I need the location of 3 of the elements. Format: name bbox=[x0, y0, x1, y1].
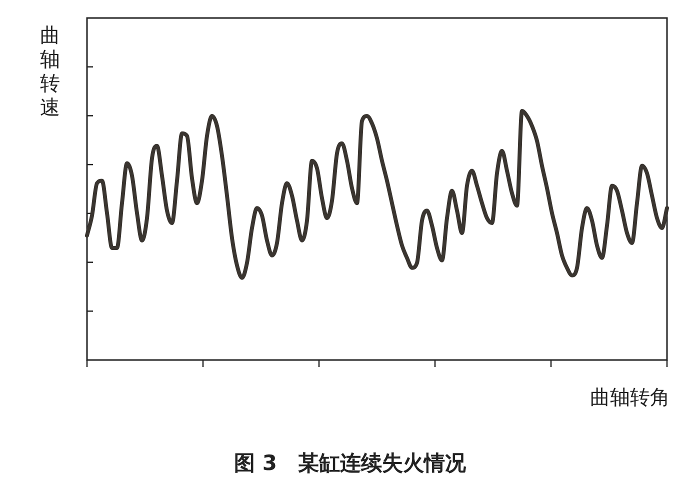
text: 图 3 某缸连续失火情况 bbox=[234, 451, 467, 475]
y-axis-title: 曲轴转速 bbox=[40, 23, 60, 119]
x-axis-title: 曲轴转角 bbox=[590, 385, 670, 409]
